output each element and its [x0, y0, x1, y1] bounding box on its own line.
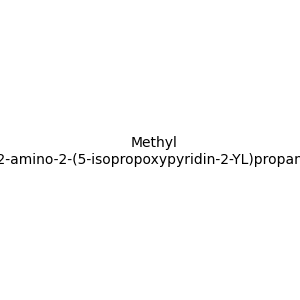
Text: Methyl (S)-2-amino-2-(5-isopropoxypyridin-2-YL)propanoate: Methyl (S)-2-amino-2-(5-isopropoxypyridi… — [0, 136, 300, 166]
